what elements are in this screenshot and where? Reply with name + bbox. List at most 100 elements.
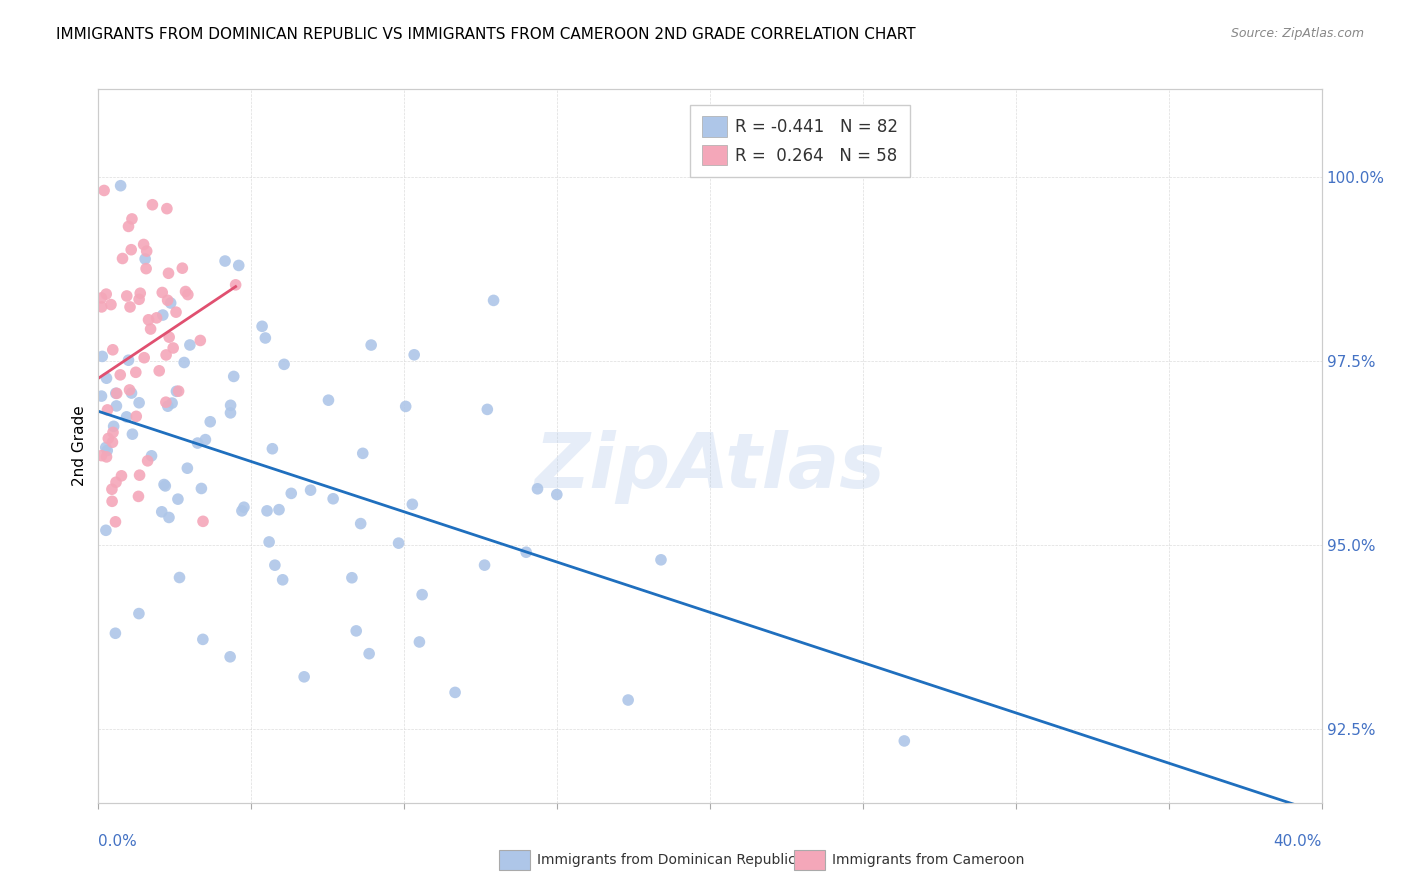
- Point: [222, 369, 245, 384]
- Point: [156, 399, 179, 413]
- Point: [91, 350, 114, 364]
- Point: [546, 487, 568, 501]
- Point: [280, 486, 302, 500]
- Point: [408, 635, 430, 649]
- Text: 0.0%: 0.0%: [98, 834, 138, 849]
- Point: [256, 504, 278, 518]
- Point: [526, 482, 548, 496]
- Point: [101, 425, 124, 440]
- Point: [174, 285, 197, 299]
- Point: [93, 184, 115, 198]
- Point: [159, 296, 181, 310]
- Text: 40.0%: 40.0%: [1274, 834, 1322, 849]
- Point: [322, 491, 344, 506]
- Point: [160, 396, 183, 410]
- Point: [148, 364, 170, 378]
- Point: [474, 558, 496, 573]
- Point: [121, 211, 143, 226]
- Point: [194, 433, 217, 447]
- Point: [94, 441, 117, 455]
- Point: [152, 308, 174, 322]
- Point: [155, 479, 177, 493]
- Point: [118, 383, 141, 397]
- Point: [156, 293, 179, 308]
- Y-axis label: 2nd Grade: 2nd Grade: [72, 406, 87, 486]
- Point: [150, 505, 173, 519]
- Point: [155, 395, 177, 409]
- Point: [188, 334, 211, 348]
- Point: [145, 310, 167, 325]
- Point: [359, 647, 381, 661]
- Point: [141, 449, 163, 463]
- Text: Source: ZipAtlas.com: Source: ZipAtlas.com: [1230, 27, 1364, 40]
- Point: [257, 535, 280, 549]
- Point: [104, 386, 127, 401]
- Point: [101, 343, 124, 357]
- Point: [650, 553, 672, 567]
- Point: [395, 400, 418, 414]
- Point: [110, 468, 132, 483]
- Point: [219, 649, 242, 664]
- Point: [254, 331, 277, 345]
- Point: [250, 319, 273, 334]
- Point: [177, 287, 200, 301]
- Point: [214, 254, 236, 268]
- Point: [96, 450, 118, 464]
- Point: [125, 365, 148, 379]
- Point: [132, 237, 155, 252]
- Point: [387, 536, 409, 550]
- Point: [94, 523, 117, 537]
- Point: [233, 500, 256, 515]
- Point: [190, 482, 212, 496]
- Point: [150, 285, 173, 300]
- Point: [105, 475, 128, 490]
- Point: [121, 427, 143, 442]
- Point: [90, 300, 112, 314]
- Point: [100, 297, 122, 311]
- Point: [444, 685, 467, 699]
- Point: [117, 219, 139, 234]
- Point: [135, 261, 157, 276]
- Point: [360, 338, 382, 352]
- Point: [344, 624, 367, 638]
- Point: [96, 371, 118, 385]
- Point: [115, 409, 138, 424]
- Point: [318, 393, 340, 408]
- Point: [118, 300, 141, 314]
- Point: [401, 497, 423, 511]
- Point: [110, 368, 132, 382]
- Point: [404, 348, 426, 362]
- Point: [411, 588, 433, 602]
- Point: [128, 607, 150, 621]
- Point: [101, 494, 124, 508]
- Point: [157, 266, 180, 280]
- Point: [105, 386, 128, 401]
- Point: [90, 291, 112, 305]
- Point: [228, 259, 250, 273]
- Point: [111, 252, 134, 266]
- Point: [165, 384, 187, 399]
- Point: [477, 402, 499, 417]
- Point: [156, 202, 179, 216]
- Point: [128, 396, 150, 410]
- Point: [115, 289, 138, 303]
- Point: [136, 454, 159, 468]
- Text: Immigrants from Cameroon: Immigrants from Cameroon: [832, 853, 1025, 867]
- Point: [165, 305, 187, 319]
- Point: [101, 435, 124, 450]
- Point: [191, 514, 214, 528]
- Point: [110, 178, 132, 193]
- Point: [157, 510, 180, 524]
- Point: [97, 432, 120, 446]
- Text: ZipAtlas: ZipAtlas: [534, 431, 886, 504]
- Point: [120, 243, 142, 257]
- Point: [90, 449, 112, 463]
- Point: [292, 670, 315, 684]
- Point: [172, 261, 194, 276]
- Point: [134, 351, 156, 365]
- Point: [117, 353, 139, 368]
- Point: [893, 734, 915, 748]
- Point: [187, 436, 209, 450]
- Point: [273, 357, 295, 371]
- Point: [103, 419, 125, 434]
